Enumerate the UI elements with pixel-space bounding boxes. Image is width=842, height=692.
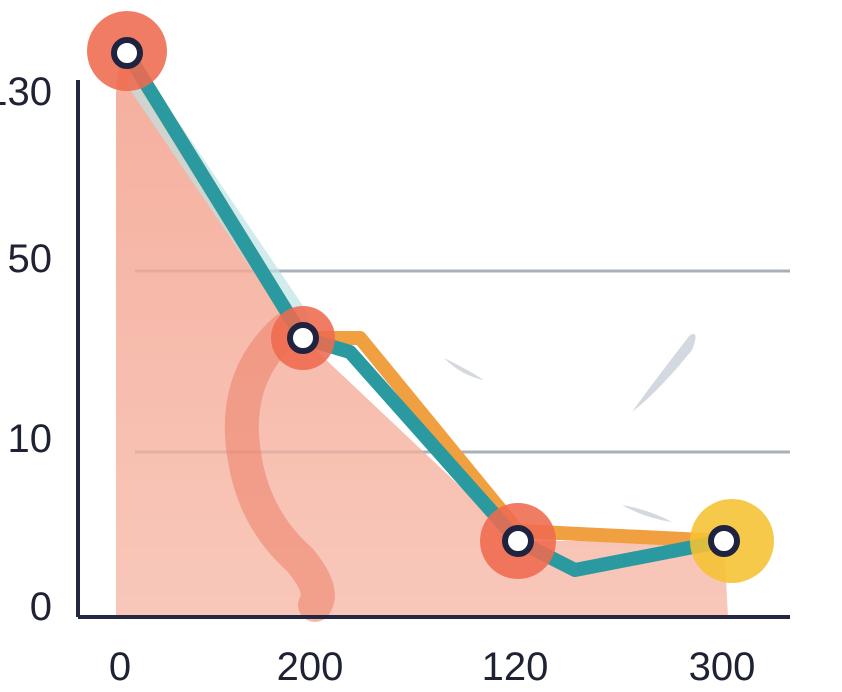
series-lines [120,46,731,577]
series-line-teal [120,46,731,577]
data-point-1 [287,322,319,354]
decorative-strokes [444,334,696,522]
y-tick-label-50: 50 [8,237,53,281]
data-point-0 [111,37,143,69]
y-tick-label-0: 0 [30,585,52,629]
area-decoration [224,313,335,622]
x-tick-label-0: 0 [109,645,131,689]
area-fill [116,53,728,617]
y-tick-label-10: 10 [8,417,53,461]
axes [76,80,790,619]
x-tick-label-200: 200 [277,645,344,689]
data-point-3 [708,525,740,557]
data-markers [87,11,774,583]
y-tick-label-130: 130 [0,70,52,114]
tick-labels: 130 50 10 0 0 200 120 300 [0,70,755,689]
x-tick-label-300: 300 [689,645,756,689]
data-point-2 [502,525,534,557]
x-tick-label-120: 120 [482,645,549,689]
